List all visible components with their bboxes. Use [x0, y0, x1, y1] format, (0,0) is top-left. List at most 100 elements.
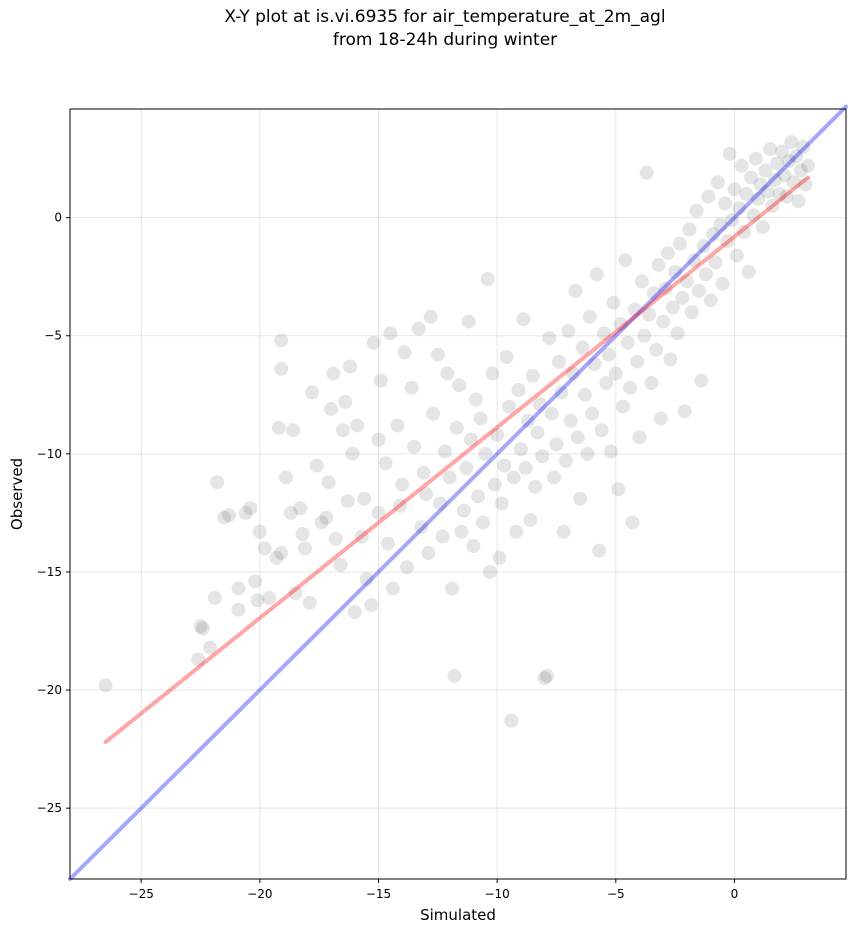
- data-point: [604, 444, 619, 459]
- data-point: [582, 309, 597, 324]
- data-point: [430, 347, 445, 362]
- data-point: [447, 668, 462, 683]
- data-point: [319, 510, 334, 525]
- data-point: [736, 224, 751, 239]
- data-point: [658, 281, 673, 296]
- data-point: [248, 574, 263, 589]
- data-point: [632, 430, 647, 445]
- data-point: [471, 489, 486, 504]
- x-axis-label: Simulated: [420, 906, 496, 924]
- data-point: [703, 293, 718, 308]
- data-point: [231, 602, 246, 617]
- data-point: [532, 397, 547, 412]
- data-point: [380, 536, 395, 551]
- data-point: [483, 564, 498, 579]
- data-point: [751, 191, 766, 206]
- data-point: [682, 222, 697, 237]
- data-point: [696, 238, 711, 253]
- data-point: [257, 541, 272, 556]
- data-point: [554, 385, 569, 400]
- data-point: [433, 496, 448, 511]
- chart-title-line2: from 18-24h during winter: [332, 30, 558, 50]
- data-point: [627, 302, 642, 317]
- data-point: [589, 267, 604, 282]
- y-tick-label: −20: [37, 683, 62, 697]
- data-point: [452, 378, 467, 393]
- data-point: [354, 529, 369, 544]
- data-point: [494, 496, 509, 511]
- data-point: [675, 290, 690, 305]
- data-point: [596, 326, 611, 341]
- data-point: [575, 340, 590, 355]
- data-point: [485, 366, 500, 381]
- data-point: [663, 352, 678, 367]
- data-point: [338, 394, 353, 409]
- data-point: [321, 475, 336, 490]
- data-point: [734, 158, 749, 173]
- data-point: [744, 170, 759, 185]
- data-point: [497, 458, 512, 473]
- data-point: [473, 411, 488, 426]
- x-tick-label: −10: [484, 887, 509, 901]
- data-point: [445, 581, 460, 596]
- data-point: [599, 375, 614, 390]
- data-point: [262, 590, 277, 605]
- data-point: [594, 423, 609, 438]
- data-point: [271, 420, 286, 435]
- data-point: [549, 437, 564, 452]
- data-point: [392, 498, 407, 513]
- data-point: [539, 668, 554, 683]
- data-point: [727, 182, 742, 197]
- data-point: [687, 253, 702, 268]
- data-point: [786, 175, 801, 190]
- scatter-points: [98, 135, 816, 728]
- data-point: [278, 470, 293, 485]
- data-point: [499, 350, 514, 365]
- data-point: [347, 605, 362, 620]
- data-point: [774, 144, 789, 159]
- data-point: [625, 515, 640, 530]
- data-point: [521, 413, 536, 428]
- data-point: [195, 621, 210, 636]
- data-point: [98, 678, 113, 693]
- data-point: [680, 274, 695, 289]
- data-point: [328, 531, 343, 546]
- data-point: [656, 314, 671, 329]
- data-point: [385, 581, 400, 596]
- data-point: [661, 246, 676, 261]
- data-point: [672, 236, 687, 251]
- data-point: [649, 342, 664, 357]
- data-point: [504, 713, 519, 728]
- plot-frame: [69, 108, 847, 880]
- data-point: [506, 470, 521, 485]
- data-point: [359, 572, 374, 587]
- x-tick-label: −15: [366, 887, 391, 901]
- data-point: [314, 515, 329, 530]
- data-point: [366, 335, 381, 350]
- data-point: [765, 198, 780, 213]
- data-point: [411, 321, 426, 336]
- data-point: [706, 227, 721, 242]
- data-point: [758, 163, 773, 178]
- data-point: [407, 439, 422, 454]
- chart-title: X-Y plot at is.vi.6935 for air_temperatu…: [0, 6, 854, 52]
- data-point: [502, 399, 517, 414]
- data-point: [542, 331, 557, 346]
- data-point: [782, 153, 797, 168]
- data-point: [732, 201, 747, 216]
- data-point: [210, 475, 225, 490]
- data-point: [373, 373, 388, 388]
- data-point: [297, 541, 312, 556]
- data-point: [426, 406, 441, 421]
- data-point: [399, 560, 414, 575]
- data-point: [437, 444, 452, 459]
- data-point: [340, 494, 355, 509]
- reference-lines: [68, 104, 848, 881]
- data-point: [293, 501, 308, 516]
- data-point: [729, 248, 744, 263]
- data-point: [793, 163, 808, 178]
- data-point: [741, 264, 756, 279]
- data-point: [333, 557, 348, 572]
- data-point: [717, 196, 732, 211]
- data-point: [684, 305, 699, 320]
